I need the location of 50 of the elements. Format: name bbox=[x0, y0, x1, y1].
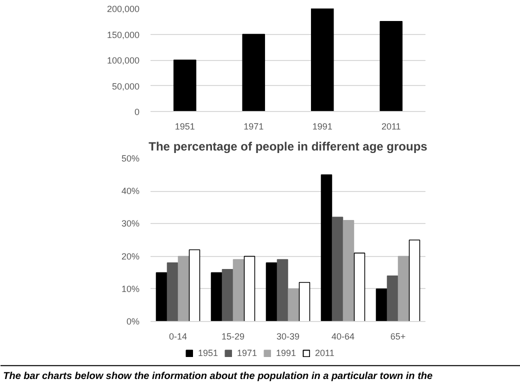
legend-label: 1971 bbox=[236, 348, 258, 358]
x-tick-label: 30-39 bbox=[276, 332, 300, 342]
y-tick-label: 30% bbox=[121, 218, 140, 229]
y-tick-label: 50,000 bbox=[112, 81, 140, 92]
y-tick-label: 20% bbox=[121, 251, 140, 262]
y-tick-label: 100,000 bbox=[106, 56, 140, 66]
y-tick-label: 40% bbox=[121, 186, 140, 196]
bar bbox=[288, 288, 300, 322]
x-tick-label: 1951 bbox=[174, 122, 195, 132]
bar bbox=[376, 288, 388, 322]
x-tick-label: 0-14 bbox=[168, 332, 188, 342]
x-tick-label: 40-64 bbox=[331, 332, 355, 342]
bar bbox=[244, 256, 256, 322]
bar bbox=[166, 262, 178, 322]
bar bbox=[398, 256, 410, 322]
chart-title: The percentage of people in different age groups bbox=[148, 140, 428, 154]
y-tick-label: 0% bbox=[126, 316, 140, 326]
bar bbox=[310, 8, 334, 112]
x-tick-label: 1991 bbox=[312, 122, 332, 132]
y-tick-label: 0 bbox=[134, 107, 140, 117]
bar bbox=[188, 249, 200, 322]
bar bbox=[210, 272, 222, 322]
y-tick-label: 10% bbox=[121, 284, 140, 294]
y-tick-label: 150,000 bbox=[106, 30, 140, 40]
bar bbox=[380, 20, 403, 112]
bar bbox=[178, 256, 190, 322]
bar bbox=[173, 60, 196, 112]
bar bbox=[156, 272, 168, 322]
bar bbox=[266, 262, 278, 322]
bar bbox=[386, 275, 398, 322]
bar bbox=[354, 252, 366, 322]
bar bbox=[342, 220, 354, 322]
x-tick-label: 15-29 bbox=[221, 332, 245, 342]
bar bbox=[320, 174, 332, 322]
y-tick-label: 200,000 bbox=[106, 4, 140, 14]
legend-label: 1951 bbox=[198, 348, 218, 358]
bar bbox=[298, 282, 310, 322]
x-tick-label: 65+ bbox=[390, 332, 406, 342]
bar bbox=[408, 240, 420, 322]
bar bbox=[232, 259, 244, 322]
text: The bar charts below show the information about the population in a particular town in the bbox=[3, 371, 433, 382]
y-tick-label: 50% bbox=[121, 154, 140, 164]
bar bbox=[332, 216, 344, 322]
bar bbox=[242, 34, 266, 112]
legend-label: 2011 bbox=[315, 348, 336, 358]
bar bbox=[222, 268, 234, 322]
legend-label: 1991 bbox=[276, 348, 296, 358]
bar bbox=[276, 259, 288, 322]
x-tick-label: 1971 bbox=[244, 122, 264, 132]
x-tick-label: 2011 bbox=[381, 122, 401, 132]
